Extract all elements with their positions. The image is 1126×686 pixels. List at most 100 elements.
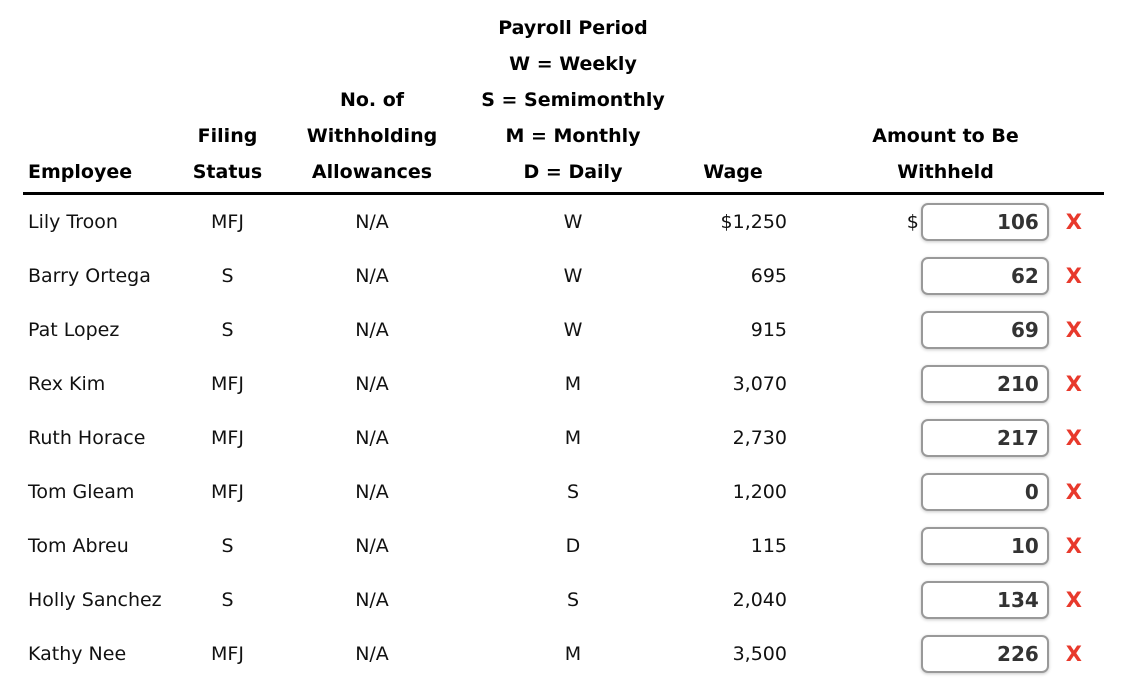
wage-value: 115	[750, 535, 787, 557]
header-label: Status	[192, 161, 263, 183]
wage-value: 3,500	[732, 643, 787, 665]
employee-name: Ruth Horace	[28, 427, 146, 449]
column-header-wage: Wage	[679, 154, 787, 190]
incorrect-mark-icon: X	[1065, 371, 1082, 396]
table-row: Tom Gleam MFJ N/A S 1,200 X	[23, 465, 1104, 519]
withholding-allowances: N/A	[355, 643, 389, 665]
wage-value: $1,250	[720, 211, 787, 233]
payroll-period: S	[566, 481, 580, 503]
amount-withheld-input[interactable]	[920, 419, 1049, 457]
header-label: Employee	[28, 161, 133, 183]
amount-cell: $ X	[787, 203, 1104, 241]
amount-withheld-input[interactable]	[920, 527, 1049, 565]
payroll-period: M	[564, 427, 582, 449]
header-label: Allowances	[311, 161, 433, 183]
header-label: Amount to Be	[872, 125, 1019, 147]
period-legend-semimonthly: S = Semimonthly	[481, 89, 665, 111]
amount-withheld-input[interactable]	[920, 581, 1049, 619]
amount-cell: X	[787, 527, 1104, 565]
withholding-allowances: N/A	[355, 265, 389, 287]
column-header-withholding-allowances: No. of Withholding Allowances	[277, 82, 467, 190]
amount-cell: X	[787, 581, 1104, 619]
amount-withheld-input[interactable]	[920, 257, 1049, 295]
payroll-period: M	[564, 373, 582, 395]
column-header-filing-status: Filing Status	[178, 118, 277, 190]
table-row: Ruth Horace MFJ N/A M 2,730 X	[23, 411, 1104, 465]
payroll-period: W	[563, 265, 583, 287]
period-legend-daily: D = Daily	[523, 161, 623, 183]
employee-name: Barry Ortega	[28, 265, 151, 287]
column-header-payroll-period: Payroll Period W = Weekly S = Semimonthl…	[467, 10, 679, 190]
filing-status: S	[221, 319, 234, 341]
amount-cell: X	[787, 311, 1104, 349]
filing-status: S	[221, 265, 234, 287]
amount-cell: X	[787, 473, 1104, 511]
payroll-table: Employee Filing Status No. of Withholdin…	[23, 0, 1104, 681]
table-body: Lily Troon MFJ N/A W $1,250 $ X Barry Or…	[23, 195, 1104, 681]
incorrect-mark-icon: X	[1065, 479, 1082, 504]
header-label: No. of	[339, 89, 405, 111]
payroll-period: W	[563, 319, 583, 341]
incorrect-mark-icon: X	[1065, 425, 1082, 450]
table-row: Holly Sanchez S N/A S 2,040 X	[23, 573, 1104, 627]
filing-status: MFJ	[211, 373, 244, 395]
incorrect-mark-icon: X	[1065, 209, 1082, 234]
payroll-period: S	[566, 589, 580, 611]
wage-value: 2,040	[732, 589, 787, 611]
table-row: Tom Abreu S N/A D 115 X	[23, 519, 1104, 573]
table-header: Employee Filing Status No. of Withholdin…	[23, 0, 1104, 195]
employee-name: Kathy Nee	[28, 643, 127, 665]
incorrect-mark-icon: X	[1065, 533, 1082, 558]
incorrect-mark-icon: X	[1065, 317, 1082, 342]
withholding-allowances: N/A	[355, 427, 389, 449]
column-header-amount-withheld: Amount to Be Withheld	[787, 118, 1104, 190]
table-row: Kathy Nee MFJ N/A M 3,500 X	[23, 627, 1104, 681]
amount-cell: X	[787, 365, 1104, 403]
employee-name: Holly Sanchez	[28, 589, 162, 611]
header-label: Wage	[703, 161, 763, 183]
filing-status: S	[221, 535, 234, 557]
amount-withheld-input[interactable]	[920, 311, 1049, 349]
incorrect-mark-icon: X	[1065, 263, 1082, 288]
header-label: Withheld	[897, 161, 994, 183]
wage-value: 695	[750, 265, 787, 287]
withholding-allowances: N/A	[355, 373, 389, 395]
incorrect-mark-icon: X	[1065, 641, 1082, 666]
filing-status: S	[221, 589, 234, 611]
amount-withheld-input[interactable]	[920, 365, 1049, 403]
table-row: Barry Ortega S N/A W 695 X	[23, 249, 1104, 303]
employee-name: Tom Abreu	[28, 535, 129, 557]
withholding-allowances: N/A	[355, 535, 389, 557]
filing-status: MFJ	[211, 481, 244, 503]
withholding-allowances: N/A	[355, 481, 389, 503]
employee-name: Tom Gleam	[28, 481, 135, 503]
amount-withheld-input[interactable]	[920, 635, 1049, 673]
wage-value: 2,730	[732, 427, 787, 449]
withholding-allowances: N/A	[355, 211, 389, 233]
incorrect-mark-icon: X	[1065, 587, 1082, 612]
employee-name: Rex Kim	[28, 373, 106, 395]
header-label: Payroll Period	[498, 17, 648, 39]
column-header-employee: Employee	[23, 154, 178, 190]
withholding-allowances: N/A	[355, 319, 389, 341]
payroll-period: W	[563, 211, 583, 233]
period-legend-monthly: M = Monthly	[505, 125, 641, 147]
amount-cell: X	[787, 419, 1104, 457]
employee-name: Lily Troon	[28, 211, 118, 233]
withholding-allowances: N/A	[355, 589, 389, 611]
header-label: Withholding	[306, 125, 438, 147]
period-legend-weekly: W = Weekly	[509, 53, 637, 75]
amount-withheld-input[interactable]	[920, 203, 1049, 241]
amount-cell: X	[787, 635, 1104, 673]
payroll-period: M	[564, 643, 582, 665]
employee-name: Pat Lopez	[28, 319, 120, 341]
filing-status: MFJ	[211, 643, 244, 665]
amount-cell: X	[787, 257, 1104, 295]
wage-value: 1,200	[732, 481, 787, 503]
amount-withheld-input[interactable]	[920, 473, 1049, 511]
table-row: Lily Troon MFJ N/A W $1,250 $ X	[23, 195, 1104, 249]
filing-status: MFJ	[211, 427, 244, 449]
table-row: Rex Kim MFJ N/A M 3,070 X	[23, 357, 1104, 411]
header-label: Filing	[197, 125, 258, 147]
payroll-period: D	[565, 535, 581, 557]
